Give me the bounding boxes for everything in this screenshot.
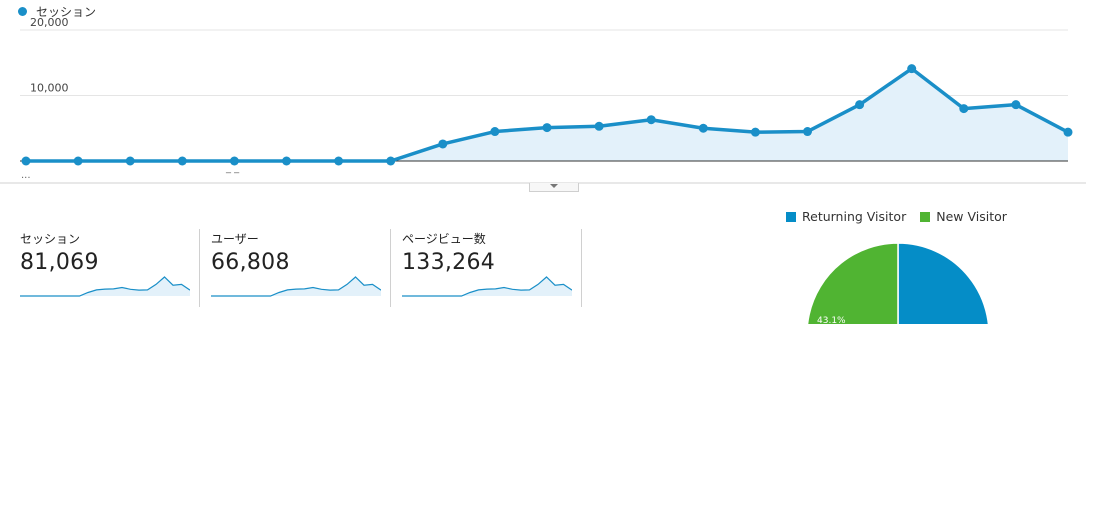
- data-point: [21, 156, 31, 166]
- metric-users[interactable]: ユーザー 66,808: [211, 228, 391, 306]
- data-point: [542, 123, 552, 133]
- data-point: [229, 156, 239, 166]
- data-point: [803, 127, 812, 137]
- metric-value: 81,069: [20, 250, 99, 275]
- data-point: [1063, 127, 1073, 137]
- sparkline-area: [20, 277, 190, 296]
- metric-value: 133,264: [402, 250, 496, 275]
- sparkline-line: [20, 276, 190, 297]
- series-area: [26, 68, 1068, 161]
- metric-divider: [581, 229, 582, 307]
- data-point: [125, 156, 135, 166]
- metric-label: ユーザー: [211, 232, 259, 246]
- data-point: [750, 127, 760, 137]
- legend-item-new[interactable]: New Visitor: [920, 209, 1007, 224]
- data-point: [490, 127, 500, 137]
- legend-item-returning[interactable]: Returning Visitor: [786, 209, 906, 224]
- data-point: [73, 156, 83, 166]
- metric-pageviews[interactable]: ページビュー数 133,264: [402, 228, 582, 306]
- metric-value: 66,808: [211, 250, 290, 275]
- data-point: [594, 121, 604, 131]
- chart-legend[interactable]: セッション: [18, 3, 96, 20]
- metric-label: セッション: [20, 232, 81, 246]
- pie-slice-returning: [897, 242, 990, 324]
- data-point: [177, 156, 187, 166]
- legend-swatch: [920, 211, 931, 222]
- legend-swatch: [786, 211, 796, 222]
- data-point: [907, 64, 917, 74]
- data-point: [959, 104, 969, 114]
- y-tick-label: 10,000: [30, 82, 69, 95]
- data-point: [386, 156, 396, 166]
- x-tick-label: _ _: [225, 163, 240, 174]
- legend-label: New Visitor: [936, 209, 1007, 224]
- series-legend-label: セッション: [36, 5, 97, 19]
- data-point: [646, 115, 656, 125]
- sessions-line-chart[interactable]: 10,000 20,000... _ _: [0, 0, 1090, 185]
- data-point: [282, 156, 291, 166]
- metric-divider: [390, 229, 391, 307]
- sparkline-line: [211, 276, 381, 297]
- sparkline-area: [211, 277, 381, 296]
- pie-slice-label: 43.1%: [817, 316, 846, 324]
- metric-label: ページビュー数: [402, 232, 486, 246]
- y-tick-label: 20,000: [30, 16, 69, 29]
- data-point: [438, 139, 448, 149]
- metric-divider: [199, 229, 200, 307]
- metric-sparkline: [402, 276, 572, 297]
- metric-sparkline: [211, 276, 381, 297]
- visitor-pie-chart[interactable]: 43.1%: [800, 236, 1000, 324]
- legend-label: Returning Visitor: [802, 209, 907, 224]
- chart-collapse-toggle[interactable]: [529, 183, 579, 192]
- data-point: [698, 123, 708, 133]
- series-legend-dot: [18, 7, 27, 16]
- pie-slice-new: [806, 242, 899, 324]
- metric-sessions[interactable]: セッション 81,069: [20, 228, 200, 306]
- data-point: [1011, 100, 1021, 110]
- data-point: [334, 156, 344, 166]
- metric-sparkline: [20, 276, 190, 297]
- data-point: [855, 100, 865, 110]
- pie-legend[interactable]: Returning Visitor New Visitor: [786, 209, 1021, 224]
- sparkline-area: [402, 277, 572, 296]
- chevron-down-icon: [550, 184, 558, 188]
- x-tick-label: ...: [21, 170, 31, 181]
- sparkline-line: [402, 276, 572, 297]
